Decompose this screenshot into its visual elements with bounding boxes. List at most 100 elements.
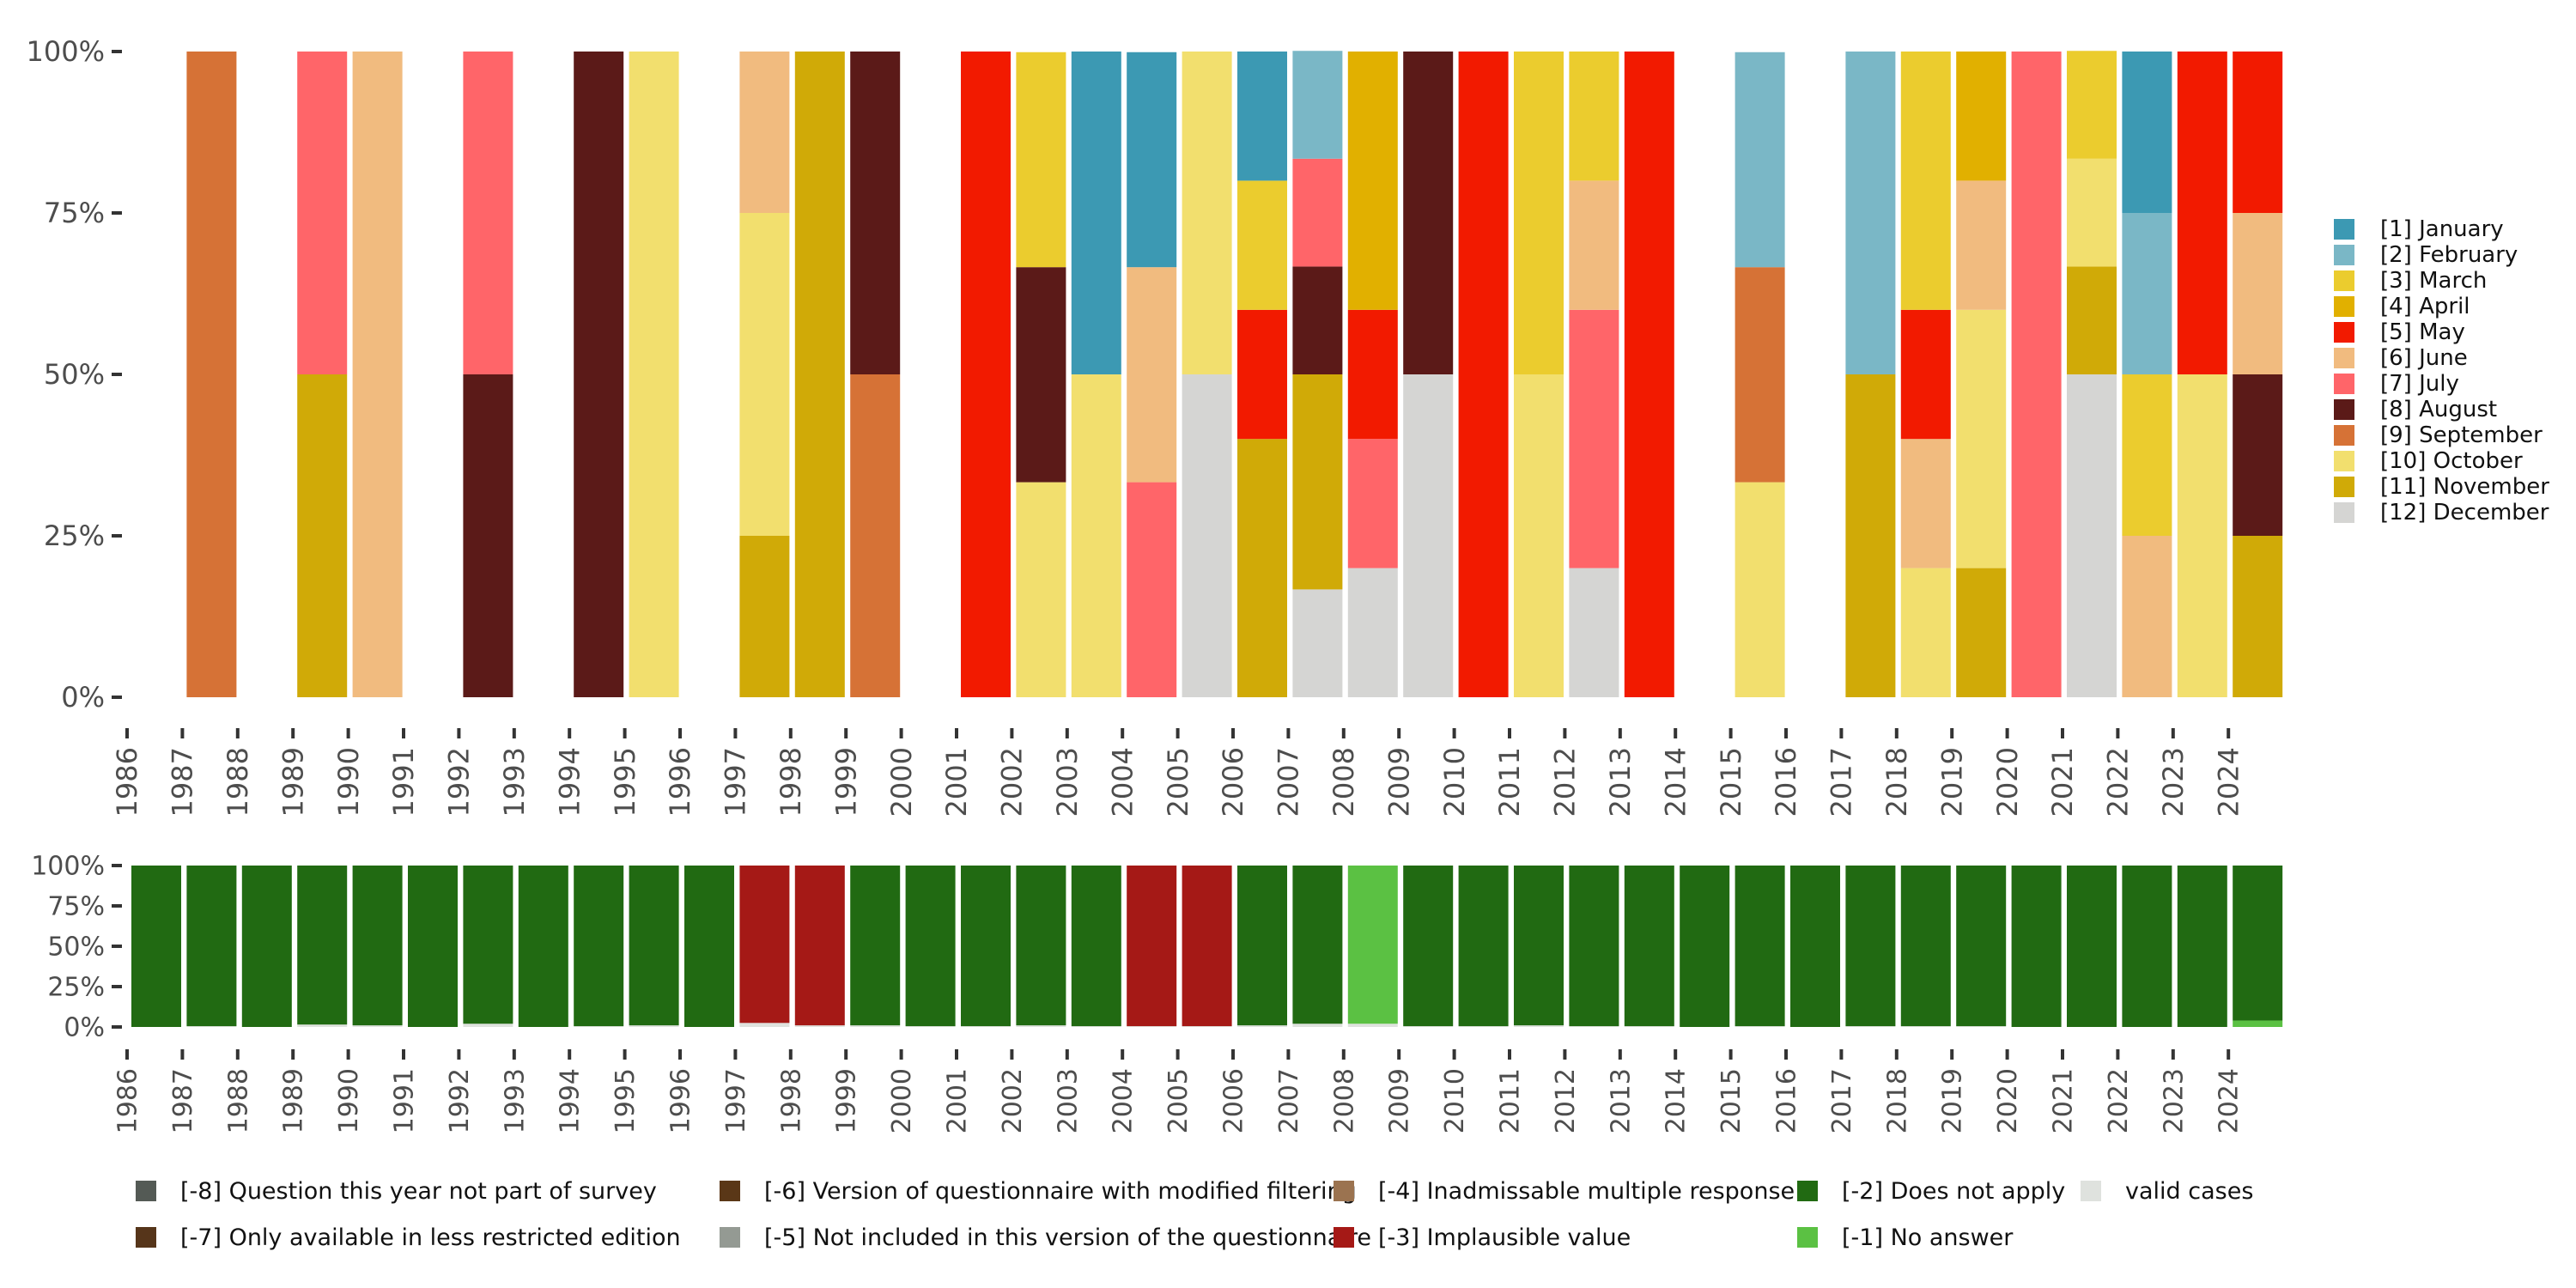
bar-segment	[1182, 374, 1232, 697]
x-tick-label: 2001	[940, 747, 973, 817]
bar-segment	[297, 374, 348, 697]
x-tick-label: 2022	[2104, 1068, 2134, 1133]
legend-item: [8] August	[2334, 397, 2549, 422]
bar-segment	[1403, 374, 1454, 697]
x-tick-label: 2019	[1938, 1068, 1968, 1133]
legend-item: [12] December	[2334, 500, 2549, 526]
bar-segment	[1900, 568, 1951, 697]
x-tick-label: 1999	[829, 747, 862, 817]
top-x-axis: 1986 1987 1988 1989 1990 1991 1992 1993 1994 1995…	[111, 728, 2245, 817]
x-tick-label: 2022	[2102, 747, 2135, 817]
x-tick-label: 1993	[498, 747, 531, 817]
x-tick-label: 2016	[1770, 747, 1802, 817]
x-tick-label: 2010	[1438, 747, 1471, 817]
bar-segment	[850, 374, 901, 697]
bar-segment	[2122, 52, 2172, 213]
missing-codes-legend: [-8] Question this year not part of surv…	[136, 1176, 2282, 1262]
bottom-chart: 0% 25% 50% 75% 100% 1986 1987 1988 1989 1990 1991…	[31, 852, 2283, 1133]
legend-label: [12] December	[2380, 500, 2549, 526]
bar-segment	[629, 866, 679, 1026]
bar-segment	[2067, 51, 2117, 159]
bar-segment	[1347, 866, 1398, 1024]
bar-segment	[1071, 866, 1121, 1027]
x-tick-label: 2017	[1826, 747, 1858, 817]
bar-segment	[739, 52, 790, 213]
bar-segment	[1458, 52, 1509, 697]
x-tick-label: 2007	[1273, 747, 1305, 817]
legend-item: [-6] Version of questionnaire with modif…	[720, 1176, 1357, 1206]
x-tick-label: 2008	[1327, 747, 1360, 817]
bar-segment	[1237, 180, 1287, 310]
bar-segment	[1237, 52, 1287, 181]
legend-swatch	[1797, 1227, 1818, 1248]
x-tick-label: 2020	[1991, 747, 2024, 817]
bar-segment	[1071, 1026, 1121, 1027]
x-tick-label: 1992	[443, 747, 476, 817]
bar-segment	[186, 1026, 237, 1027]
bar-segment	[1680, 866, 1730, 1027]
bar-segment	[1403, 1026, 1454, 1027]
legend-swatch	[2334, 245, 2354, 265]
legend-label: [-7] Only available in less restricted e…	[180, 1224, 681, 1251]
x-tick-label: 2004	[1106, 747, 1139, 817]
y-tick-label: 100%	[27, 35, 105, 68]
bar-segment	[794, 1025, 845, 1027]
bar-segment	[1514, 866, 1564, 1026]
x-tick-label: 2007	[1274, 1068, 1304, 1133]
x-tick-label: 2021	[2046, 747, 2079, 817]
bar-segment	[794, 866, 845, 1026]
legend-swatch	[2334, 296, 2354, 317]
bar-segment	[1956, 52, 2007, 181]
bar-segment	[850, 1025, 901, 1027]
x-tick-label: 2002	[998, 1068, 1028, 1133]
bar-segment	[1292, 374, 1343, 590]
x-tick-label: 2016	[1772, 1068, 1802, 1133]
bar-segment	[961, 866, 1011, 1027]
bar-segment	[1458, 1026, 1509, 1027]
bar-segment	[739, 536, 790, 697]
legend-swatch	[2334, 374, 2354, 394]
bar-segment	[574, 866, 624, 1027]
bar-segment	[905, 1026, 956, 1027]
bar-segment	[1071, 52, 1121, 374]
bar-segment	[1569, 309, 1619, 568]
y-tick-label: 50%	[44, 358, 105, 391]
bar-segment	[1845, 866, 1896, 1027]
x-tick-label: 1986	[111, 747, 143, 817]
bar-segment	[2067, 266, 2117, 374]
legend-swatch	[2334, 451, 2354, 471]
bar-segment	[574, 52, 624, 697]
bar-segment	[1127, 52, 1177, 268]
bar-segment	[1569, 52, 1619, 181]
bar-segment	[739, 213, 790, 536]
legend-item: [11] November	[2334, 474, 2549, 500]
top-chart: 0% 25% 50% 75% 100% 1986 1987 1988 1989 1990 1991…	[27, 35, 2283, 817]
bar-segment	[2177, 374, 2227, 697]
bar-segment	[629, 52, 679, 697]
x-tick-label: 1990	[334, 1068, 364, 1133]
bar-segment	[463, 1024, 513, 1027]
legend-label: [-2] Does not apply	[1842, 1177, 2066, 1205]
legend-swatch	[2334, 219, 2354, 240]
bar-segment	[739, 866, 790, 1024]
legend-label: [6] June	[2380, 345, 2468, 371]
bar-segment	[352, 866, 403, 1026]
top-y-axis: 0% 25% 50% 75% 100%	[27, 35, 122, 714]
bar-segment	[297, 1024, 348, 1027]
bar-segment	[1569, 866, 1619, 1027]
x-tick-label: 2009	[1385, 1068, 1415, 1133]
bar-segment	[297, 52, 348, 374]
bar-segment	[463, 374, 513, 697]
x-tick-label: 2009	[1382, 747, 1415, 817]
x-tick-label: 1993	[500, 1068, 530, 1133]
legend-item: [10] October	[2334, 448, 2549, 474]
legend-item: [6] June	[2334, 345, 2549, 371]
legend-item: [7] July	[2334, 371, 2549, 397]
legend-swatch	[2334, 322, 2354, 343]
bar-segment	[1182, 52, 1232, 374]
x-tick-label: 1990	[332, 747, 365, 817]
legend-swatch	[2334, 425, 2354, 446]
bar-segment	[1956, 1026, 2007, 1027]
bar-segment	[2011, 866, 2062, 1027]
legend-item: [4] April	[2334, 294, 2549, 319]
